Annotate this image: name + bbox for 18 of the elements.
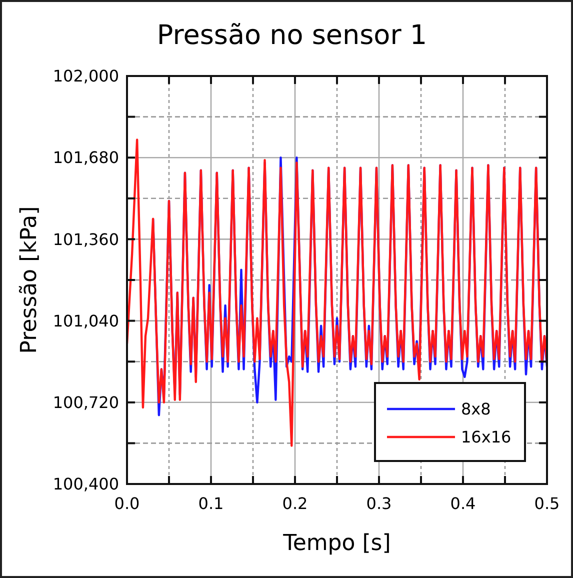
y-tick-label: 102,000 [52, 66, 119, 86]
y-tick-label: 101,680 [52, 148, 119, 168]
y-tick-label: 101,360 [52, 230, 119, 249]
line-series [127, 138, 547, 447]
y-axis-title: Pressão [kPa] [17, 206, 42, 354]
x-tick-label: 0.1 [198, 494, 224, 513]
x-tick-label: 0.3 [366, 494, 392, 513]
legend-label: 8x8 [461, 400, 491, 419]
y-tick-label: 100,720 [52, 393, 119, 412]
x-tick-label: 0.2 [282, 494, 308, 513]
x-tick-label: 0.5 [534, 494, 560, 513]
x-axis-title: Tempo [s] [282, 531, 391, 556]
y-tick-label: 100,400 [52, 474, 119, 494]
x-tick-label: 0.0 [114, 494, 140, 513]
x-tick-label: 0.4 [450, 494, 476, 513]
legend-label: 16x16 [461, 428, 512, 447]
chart-title: Pressão no sensor 1 [156, 20, 428, 51]
y-tick-label: 101,040 [52, 311, 119, 330]
